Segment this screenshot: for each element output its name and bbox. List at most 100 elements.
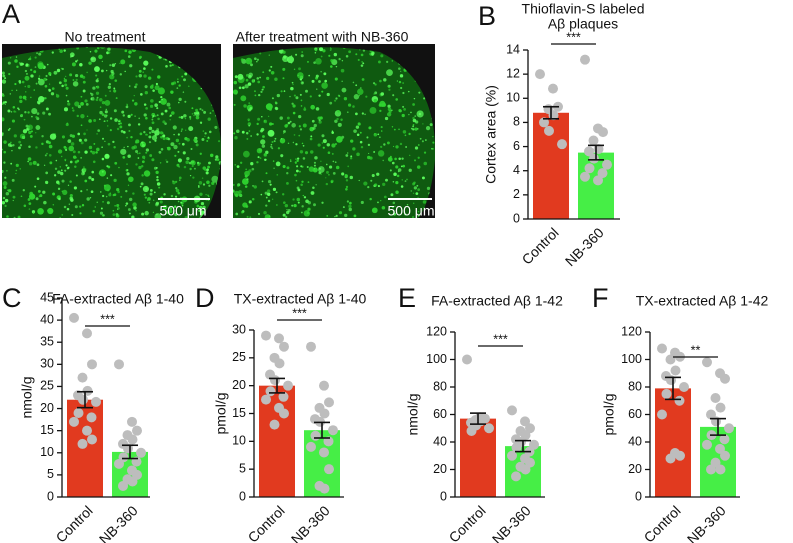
plaque: [240, 210, 244, 214]
plaque: [425, 126, 431, 131]
plaque: [256, 58, 260, 61]
plaque: [275, 161, 281, 167]
plaque: [106, 120, 109, 122]
plaque: [256, 147, 263, 154]
plaque: [104, 100, 111, 106]
plaque: [414, 115, 417, 118]
data-point: [593, 175, 603, 186]
plaque: [159, 162, 162, 164]
plaque: [413, 159, 417, 162]
plaque: [75, 73, 79, 78]
plaque: [175, 180, 178, 183]
plaque: [269, 183, 272, 186]
plaque: [156, 107, 159, 110]
plaque: [209, 112, 212, 114]
plaque: [310, 135, 313, 138]
plaque: [45, 74, 48, 78]
plaque: [58, 48, 60, 50]
plaque: [169, 64, 172, 67]
plaque: [180, 201, 183, 204]
plaque: [360, 200, 364, 205]
plaque: [315, 74, 319, 78]
plaque: [9, 93, 12, 95]
plaque: [7, 109, 11, 113]
plaque: [204, 135, 206, 137]
plaque: [408, 132, 411, 136]
plaque: [37, 62, 44, 70]
plaque: [138, 74, 142, 78]
plaque: [158, 100, 161, 103]
plaque: [79, 62, 83, 67]
plaque: [235, 195, 239, 198]
plaque: [192, 176, 195, 179]
plaque: [271, 123, 274, 126]
plaque: [175, 187, 178, 190]
plaque: [79, 205, 82, 208]
plaque: [103, 184, 107, 187]
plaque: [275, 191, 278, 194]
plaque: [103, 114, 108, 118]
plaque: [391, 206, 394, 209]
plaque: [197, 163, 200, 166]
plaque: [120, 59, 126, 65]
plaque: [71, 62, 76, 67]
plaque: [24, 111, 27, 114]
plaque: [85, 47, 89, 49]
plaque: [19, 133, 26, 139]
plaque: [36, 52, 38, 54]
plaque: [283, 90, 286, 92]
plaque: [252, 198, 255, 201]
plaque: [391, 109, 393, 112]
plaque: [402, 105, 405, 108]
plaque: [29, 56, 32, 58]
plaque: [51, 51, 54, 54]
plaque: [101, 146, 103, 148]
plaque: [400, 70, 402, 72]
plaque: [170, 142, 175, 147]
plaque: [344, 174, 348, 178]
plaque: [22, 189, 25, 192]
plaque: [86, 189, 88, 191]
x-tick-label: NB-360: [96, 502, 141, 543]
data-point: [261, 394, 271, 405]
data-point: [73, 407, 84, 418]
plaque: [151, 116, 154, 119]
plaque: [292, 104, 296, 108]
plaque: [191, 165, 194, 168]
plaque: [207, 165, 210, 169]
plaque: [338, 95, 341, 97]
plaque: [368, 152, 370, 155]
plaque: [337, 122, 342, 127]
data-point: [466, 426, 477, 436]
plaque: [150, 99, 154, 103]
plaque: [291, 123, 296, 128]
plaque: [71, 214, 74, 217]
plaque: [149, 154, 153, 157]
plaque: [399, 142, 403, 146]
plaque: [370, 179, 373, 182]
plaque: [61, 135, 66, 139]
plaque: [169, 119, 171, 121]
plaque: [125, 202, 129, 205]
plaque: [321, 90, 324, 93]
plaque: [260, 193, 263, 196]
plaque: [177, 191, 181, 195]
plaque: [141, 165, 144, 168]
plaque: [352, 81, 355, 84]
plaque: [149, 192, 153, 196]
plaque: [176, 163, 180, 167]
plaque: [93, 119, 97, 122]
plaque: [214, 125, 218, 129]
plaque: [151, 121, 155, 125]
x-tick-label: NB-360: [288, 502, 333, 543]
plaque: [105, 195, 108, 198]
plaque: [15, 56, 18, 58]
plaque: [2, 71, 5, 75]
plaque: [37, 189, 41, 193]
plaque: [421, 176, 425, 180]
y-tick-label: 60: [628, 407, 642, 421]
plaque: [177, 150, 180, 153]
plaque: [4, 77, 7, 80]
plaque: [135, 75, 138, 78]
plaque: [261, 144, 266, 148]
